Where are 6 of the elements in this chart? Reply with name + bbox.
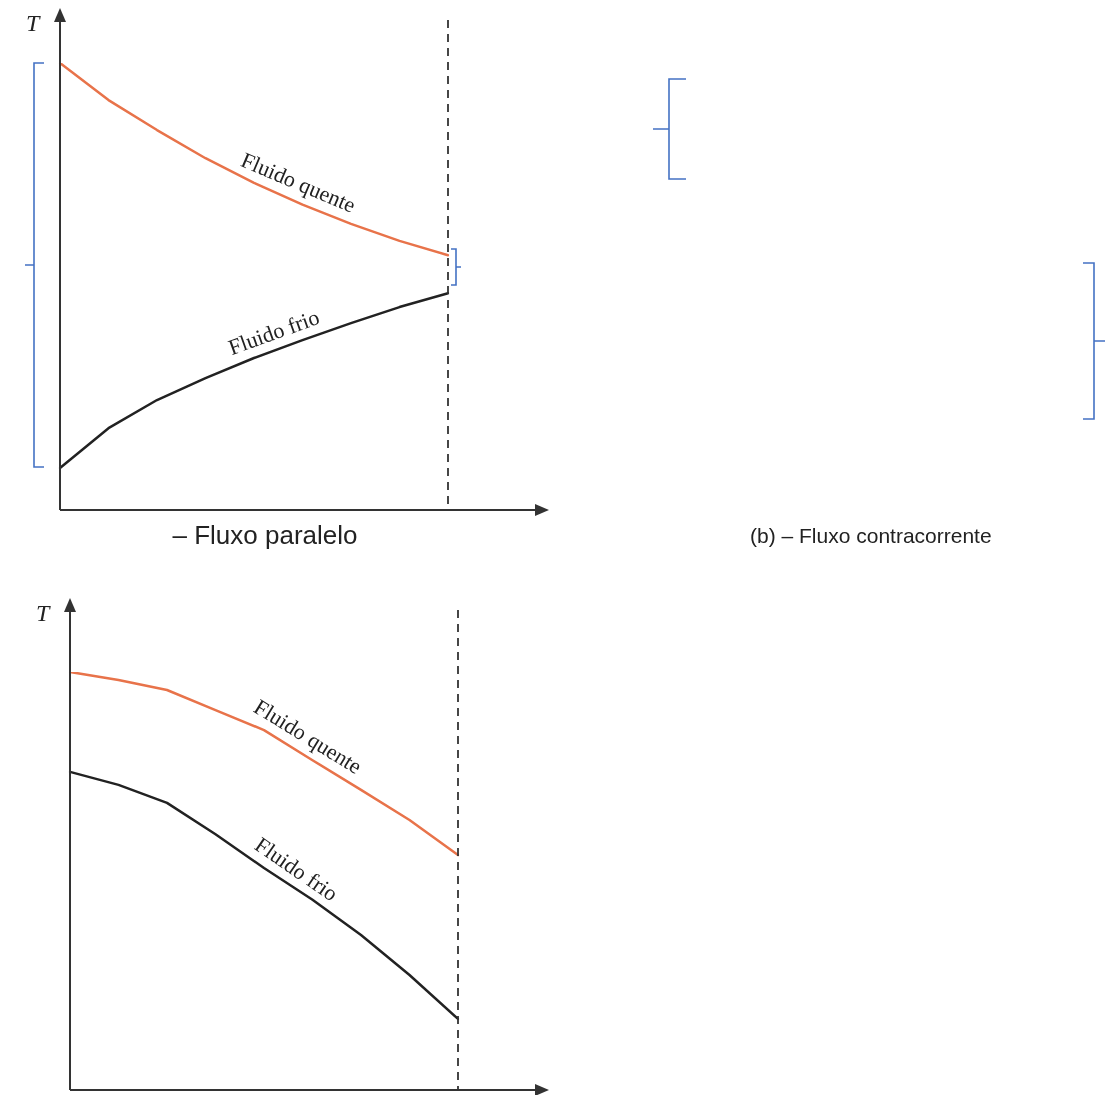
y-axis-title: T: [36, 600, 50, 627]
y-axis-title: T: [26, 10, 40, 37]
text: Fluido frio: [224, 304, 323, 360]
text: Fluido quente: [237, 147, 360, 218]
text: – Fluxo paralelo: [171, 520, 359, 551]
text: (b) – Fluxo contracorrente: [750, 524, 992, 548]
